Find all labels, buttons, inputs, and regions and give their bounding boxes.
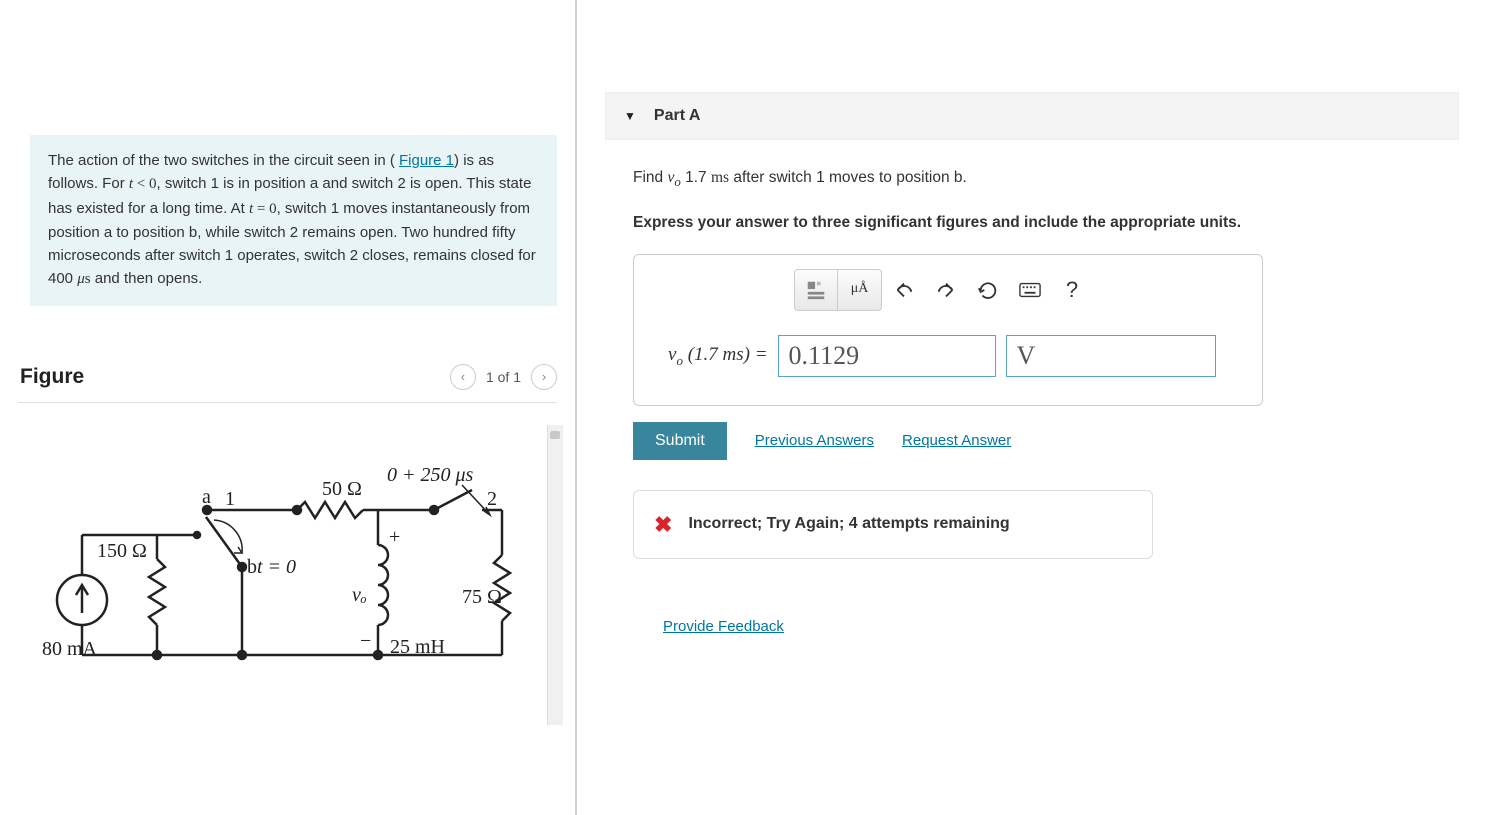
svg-text:150 Ω: 150 Ω <box>97 540 147 562</box>
figure-prev-button[interactable]: ‹ <box>450 364 476 390</box>
previous-answers-link[interactable]: Previous Answers <box>755 429 874 453</box>
keyboard-icon[interactable] <box>1010 269 1050 311</box>
svg-text:0 + 250 μs: 0 + 250 μs <box>387 464 474 486</box>
part-header[interactable]: ▼ Part A <box>605 92 1459 140</box>
figure-pager: 1 of 1 <box>486 369 521 385</box>
svg-text:a: a <box>202 486 211 508</box>
request-answer-link[interactable]: Request Answer <box>902 429 1011 453</box>
figure-header: Figure ‹ 1 of 1 › <box>18 364 557 403</box>
svg-text:−: − <box>360 630 371 652</box>
figure-scrollbar[interactable] <box>547 425 563 725</box>
svg-text:+: + <box>389 526 400 548</box>
svg-text:75 Ω: 75 Ω <box>462 586 502 608</box>
error-icon: ✖ <box>654 507 672 542</box>
figure-next-button[interactable]: › <box>531 364 557 390</box>
express-instruction: Express your answer to three significant… <box>633 211 1459 236</box>
svg-text:vₒ: vₒ <box>352 584 367 606</box>
problem-statement: The action of the two switches in the ci… <box>30 135 557 306</box>
feedback-box: ✖ Incorrect; Try Again; 4 attempts remai… <box>633 490 1153 559</box>
feedback-text: Incorrect; Try Again; 4 attempts remaini… <box>688 511 1009 537</box>
svg-text:b: b <box>247 556 257 578</box>
value-input[interactable] <box>778 335 996 377</box>
help-icon[interactable]: ? <box>1052 269 1092 311</box>
reset-icon[interactable] <box>968 269 1008 311</box>
circuit-diagram: 80 mA 150 Ω a 1 b t = 0 50 Ω 0 + 250 μs … <box>42 425 522 685</box>
submit-button[interactable]: Submit <box>633 422 727 460</box>
undo-icon[interactable] <box>884 269 924 311</box>
right-pane: ▼ Part A Find vo 1.7 ms after switch 1 m… <box>575 0 1499 815</box>
caret-down-icon: ▼ <box>624 109 636 123</box>
answer-toolbar: μÅ ? <box>634 255 1262 321</box>
svg-text:t = 0: t = 0 <box>257 556 296 578</box>
template-tool-icon[interactable] <box>794 269 838 311</box>
figure-link[interactable]: Figure 1 <box>399 152 454 169</box>
figure-title: Figure <box>20 365 84 389</box>
provide-feedback-link[interactable]: Provide Feedback <box>663 618 784 635</box>
figure-nav: ‹ 1 of 1 › <box>450 364 557 390</box>
svg-text:25 mH: 25 mH <box>390 636 445 658</box>
question-text: Find vo 1.7 ms after switch 1 moves to p… <box>633 166 1459 193</box>
svg-text:1: 1 <box>225 488 235 510</box>
svg-text:80 mA: 80 mA <box>42 638 98 660</box>
redo-icon[interactable] <box>926 269 966 311</box>
svg-text:50 Ω: 50 Ω <box>322 478 362 500</box>
special-char-tool-icon[interactable]: μÅ <box>838 269 882 311</box>
left-pane: The action of the two switches in the ci… <box>0 0 575 815</box>
part-title: Part A <box>654 107 701 125</box>
figure-body: 80 mA 150 Ω a 1 b t = 0 50 Ω 0 + 250 μs … <box>42 425 557 688</box>
unit-input[interactable] <box>1006 335 1216 377</box>
answer-label: vo (1.7 ms) = <box>668 340 768 372</box>
answer-box: μÅ ? <box>633 254 1263 406</box>
svg-text:2: 2 <box>487 488 497 510</box>
